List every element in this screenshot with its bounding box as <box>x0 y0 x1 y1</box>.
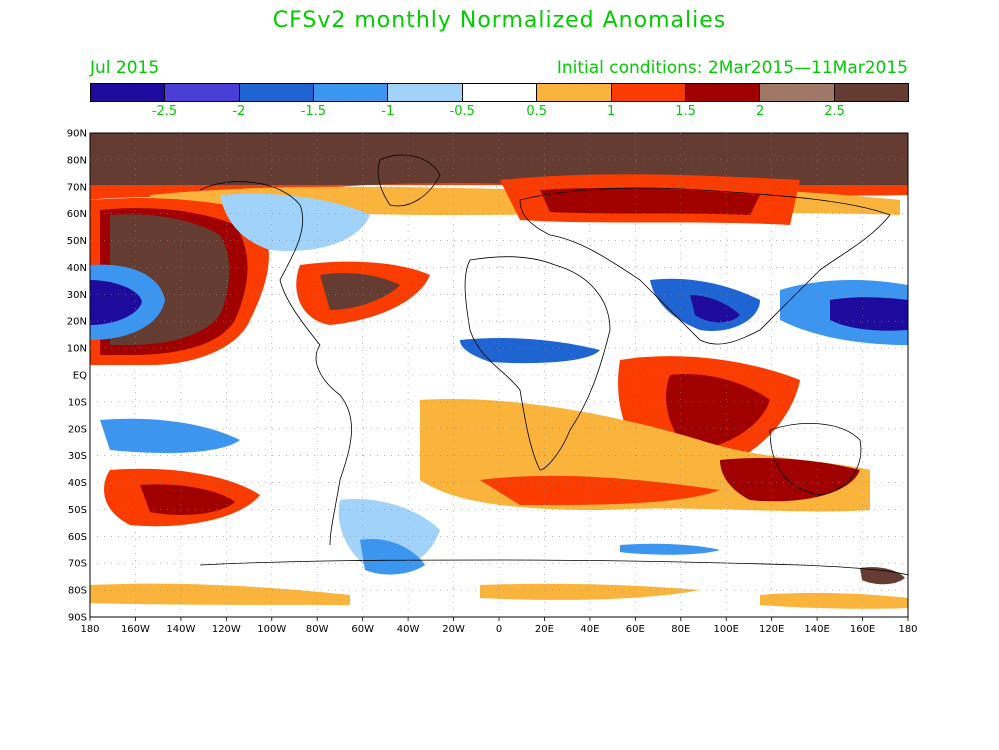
longitude-tick-label: 120E <box>759 624 784 635</box>
longitude-tick-label: 60E <box>626 624 645 635</box>
longitude-tick-label: 20E <box>535 624 554 635</box>
colorbar-swatch <box>611 84 686 101</box>
longitude-tick-label: 140E <box>804 624 829 635</box>
latitude-tick-label: 60N <box>67 209 87 220</box>
colorbar-tick-label: 1 <box>607 104 616 119</box>
latitude-tick-label: 90N <box>67 129 87 140</box>
latitude-tick-label: 60S <box>68 532 87 543</box>
colorbar-swatch <box>537 84 612 101</box>
longitude-tick-label: 180 <box>80 624 99 635</box>
colorbar-swatch <box>834 84 908 101</box>
initial-conditions: Initial conditions: 2Mar2015—11Mar2015 <box>556 58 908 78</box>
latitude-tick-label: 30N <box>67 290 87 301</box>
latitude-tick-label: 50N <box>67 236 87 247</box>
colorbar-swatch <box>165 84 240 101</box>
longitude-tick-label: 140W <box>166 624 195 635</box>
colorbar-tick-label: 0.5 <box>526 104 548 119</box>
equatorial-atlantic-cold <box>460 338 600 364</box>
latitude-tick-label: 40N <box>67 263 87 274</box>
latitude-tick-label: 80N <box>67 155 87 166</box>
colorbar-swatch <box>314 84 389 101</box>
colorbar-tick-label: 2 <box>755 104 765 119</box>
longitude-axis: 180 160W 140W 120W 100W 80W 60W 40W 20W 0 20E 40E 60… <box>80 617 918 635</box>
map-title: CFSv2 monthly Normalized Anomalies <box>272 8 727 33</box>
latitude-tick-label: 70N <box>67 182 87 193</box>
latitude-tick-label: 50S <box>68 505 87 516</box>
colorbar-tick-label: -2.5 <box>151 104 178 119</box>
longitude-tick-label: 20W <box>442 624 465 635</box>
colorbar-tick-label: 1.5 <box>675 104 696 119</box>
colorbar-swatch <box>685 84 761 101</box>
north-america-cold <box>220 193 370 251</box>
longitude-tick-label: 80E <box>671 624 690 635</box>
forecast-month: Jul 2015 <box>90 58 160 78</box>
longitude-tick-label: 60W <box>351 624 374 635</box>
colorbar-tick-label: -2 <box>232 104 246 119</box>
antarctic-warm-west <box>90 583 350 605</box>
colorbar-swatch <box>462 84 538 101</box>
colorbar-tick-label: 2.5 <box>824 104 845 119</box>
latitude-tick-label: 80S <box>68 586 87 597</box>
colorbar-swatch <box>239 84 315 101</box>
latitude-tick-label: 30S <box>68 451 87 462</box>
longitude-tick-label: 80W <box>306 624 329 635</box>
longitude-tick-label: 180 <box>898 624 917 635</box>
longitude-tick-label: 40E <box>580 624 599 635</box>
colorbar-swatch <box>91 84 166 101</box>
colorbar-tick-label: -0.5 <box>449 104 475 119</box>
colorbar-tick-label: -1 <box>381 104 395 119</box>
latitude-tick-label: 20N <box>67 317 87 328</box>
latitude-tick-label: 40S <box>68 478 87 489</box>
latitude-tick-label: 10N <box>67 344 87 355</box>
longitude-tick-label: 100E <box>714 624 739 635</box>
colorbar <box>90 83 909 102</box>
latitude-tick-label: EQ <box>73 371 87 382</box>
latitude-tick-label: 70S <box>68 559 87 570</box>
colorbar-swatch <box>760 84 835 101</box>
coastlines <box>199 154 908 576</box>
latitude-tick-label: 90S <box>68 613 87 624</box>
longitude-tick-label: 0 <box>496 624 502 635</box>
arctic-strong-anomaly <box>90 133 908 185</box>
longitude-tick-label: 100W <box>257 624 286 635</box>
longitude-tick-label: 120W <box>212 624 241 635</box>
latitude-tick-label: 10S <box>68 397 87 408</box>
longitude-tick-label: 40W <box>397 624 420 635</box>
longitude-tick-label: 160W <box>121 624 150 635</box>
latitude-tick-label: 20S <box>68 424 87 435</box>
longitude-tick-label: 160E <box>850 624 875 635</box>
south-pacific-cold <box>100 418 240 453</box>
anomaly-fields <box>90 133 908 617</box>
latitude-axis: 90N 80N 70N 60N 50N 40N 30N 20N 10N EQ 10S 20S 30S 40… <box>67 129 87 624</box>
colorbar-swatch <box>388 84 463 101</box>
colorbar-tick-label: -1.5 <box>300 104 327 119</box>
